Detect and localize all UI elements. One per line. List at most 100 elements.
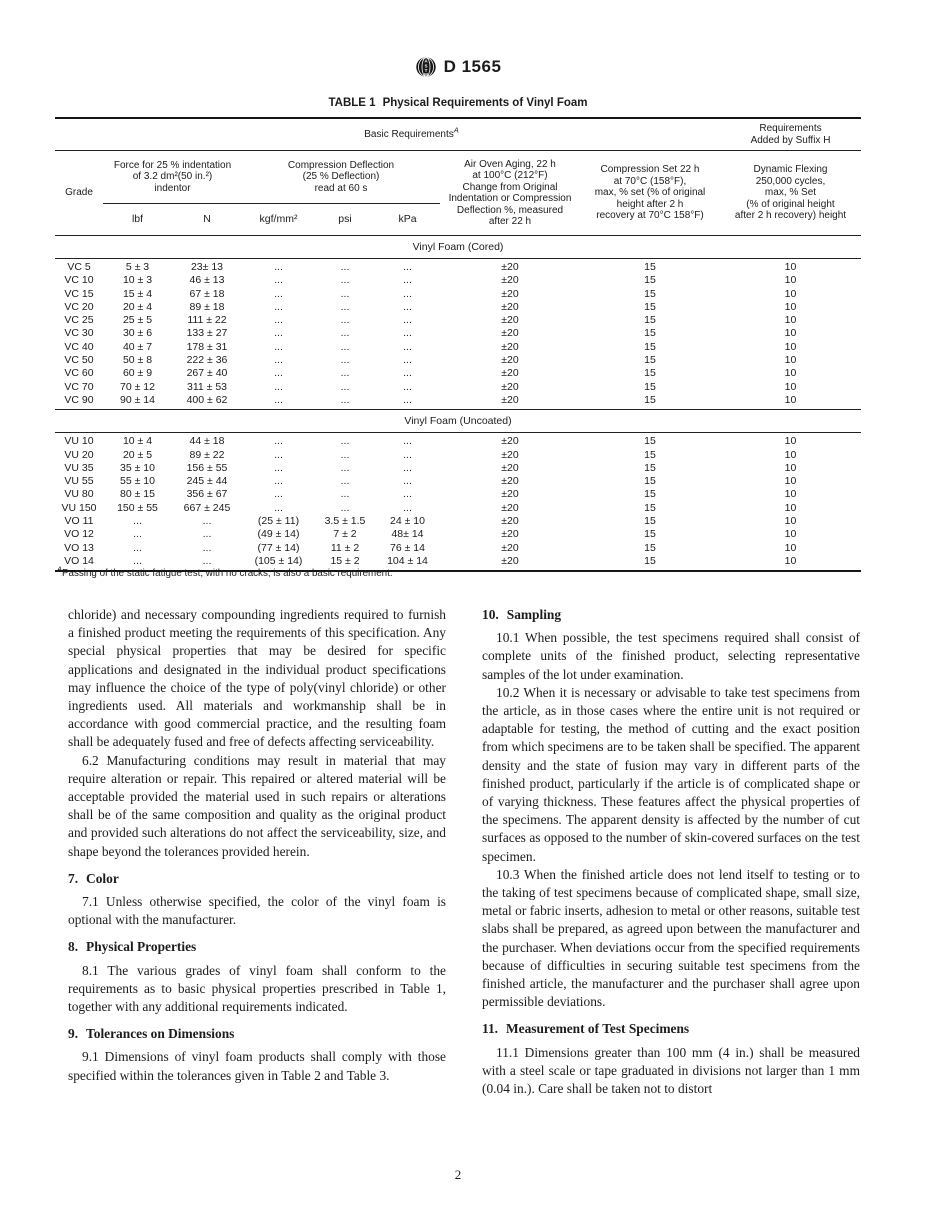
table-row: VC 30 30 ± 6 133 ± 27......... ±20 15 10 xyxy=(55,327,861,340)
table-cell: ... xyxy=(340,274,350,287)
table-cell: 24 ± 10 xyxy=(390,515,425,528)
table-cell: 10 ± 4 xyxy=(122,435,153,448)
table-cell: 23± 13 xyxy=(190,261,224,273)
table-cell: 10 xyxy=(784,380,797,393)
section-label: Vinyl Foam (Cored) xyxy=(55,235,861,259)
table-cell: ... xyxy=(340,327,350,340)
section-label-cored: Vinyl Foam (Cored) xyxy=(55,235,861,259)
svg-text:S: S xyxy=(424,63,427,68)
table-cell: VO 11 xyxy=(64,515,94,528)
table-cell: 15 xyxy=(644,367,656,380)
table-cell: ... xyxy=(274,274,283,287)
table-row: VC 10 10 ± 3 46 ± 13......... ±20 15 10 xyxy=(55,274,861,287)
table-cell: 15 ± 4 xyxy=(122,287,153,300)
table-cell: VO 13 xyxy=(64,541,94,554)
table-row: VC 40 40 ± 7 178 ± 31......... ±20 15 10 xyxy=(55,341,861,354)
table-cell: 67 ± 18 xyxy=(189,287,225,300)
table-cell: 15 xyxy=(644,300,656,313)
section-heading-text: Color xyxy=(86,870,119,886)
table-cell: VU 20 xyxy=(64,448,94,461)
table-title: TABLE 1 Physical Requirements of Vinyl Fo… xyxy=(55,97,861,109)
table-cell: 5 ± 3 xyxy=(125,261,150,273)
table-cell: ... xyxy=(133,528,142,541)
table-cell: 10 xyxy=(784,314,797,327)
table-cell: 10 ± 3 xyxy=(122,274,153,287)
table-cell: 356 ± 67 xyxy=(186,488,228,501)
table-cell: VC 25 xyxy=(64,314,94,327)
air-oven-column-header: Air Oven Aging, 22 h at 100°C (212°F) Ch… xyxy=(440,150,580,236)
table-cell: VC 50 xyxy=(64,354,94,367)
table-cell: VC 20 xyxy=(64,300,94,313)
section-label-row: Vinyl Foam (Cored) xyxy=(55,235,861,259)
table-cell: ... xyxy=(133,515,142,528)
table-cell: ... xyxy=(133,554,142,567)
table-cell: ... xyxy=(340,314,350,327)
table-row: VO 13...... (77 ± 14) 11 ± 2 76 ± 14 ±20 15 10 xyxy=(55,542,861,555)
table-cell: ±20 xyxy=(501,380,519,393)
table-cell: ... xyxy=(274,488,283,501)
table-cell: 311 ± 53 xyxy=(186,380,228,393)
table-cell: ±20 xyxy=(501,501,519,514)
table-cell: 15 xyxy=(644,541,656,554)
page-number: 2 xyxy=(454,1167,462,1182)
table-cell: 25 ± 5 xyxy=(122,314,153,327)
table-cell: (105 ± 14) xyxy=(254,554,303,567)
table-cell: 7 ± 2 xyxy=(333,528,357,541)
table-cell: 222 ± 36 xyxy=(186,354,228,367)
compression-group-header: Compression Deflection (25 % Deflection)… xyxy=(242,150,440,204)
paragraph: 10.3 When the finished article does not … xyxy=(482,866,860,1010)
table-cell: ... xyxy=(274,475,283,488)
table-cell: ... xyxy=(340,461,350,474)
table-cell: VC 30 xyxy=(64,327,94,340)
table-cell: ... xyxy=(403,354,412,367)
table-cell: VC 70 xyxy=(64,380,94,393)
table-title-label: TABLE 1 xyxy=(328,97,376,109)
table-cell: ... xyxy=(403,261,412,273)
compression-set-column-header: Compression Set 22 h at 70°C (158°F), ma… xyxy=(580,150,720,236)
table-head: Basic RequirementsA Requirements Added b… xyxy=(55,118,861,236)
subcol-kpa: kPa xyxy=(375,203,440,236)
basic-requirements-spanner: Basic RequirementsA xyxy=(103,118,720,151)
section-heading: 8. Physical Properties xyxy=(68,938,446,956)
dynamic-flexing-column-header: Dynamic Flexing 250,000 cycles, max, % S… xyxy=(720,150,861,236)
table-row: VC 25 25 ± 5 111 ± 22......... ±20 15 10 xyxy=(55,314,861,327)
table-cell: 15 xyxy=(644,461,656,474)
table-cell: 111 ± 22 xyxy=(187,314,227,327)
table-cell: 10 xyxy=(784,354,797,367)
table-cell: ... xyxy=(340,367,350,380)
table-cell: 156 ± 55 xyxy=(186,461,228,474)
table-cell: ... xyxy=(403,274,412,287)
table-cell: ... xyxy=(340,261,350,273)
table-cell: ... xyxy=(403,380,412,393)
table-cell: ... xyxy=(340,448,350,461)
table-row: VO 14...... (105 ± 14) 15 ± 2 104 ± 14 ±20 15… xyxy=(55,555,861,571)
table-cell: ±20 xyxy=(501,435,519,448)
table-cell: 15 xyxy=(644,528,656,541)
table-cell: ... xyxy=(340,287,350,300)
table-cell: VC 90 xyxy=(64,393,94,406)
table-cell: 44 ± 18 xyxy=(189,435,225,448)
section-number: 9. xyxy=(68,1026,79,1042)
table-row: VO 11...... (25 ± 11) 3.5 ± 1.5 24 ± 10 ±20 1… xyxy=(55,515,861,528)
table-cell: 267 ± 40 xyxy=(186,367,228,380)
table-cell: VU 55 xyxy=(64,475,94,488)
table-row: VU 10 10 ± 4 44 ± 18......... ±20 15 10 xyxy=(55,433,861,449)
svg-text:T: T xyxy=(424,68,427,73)
table-cell: 10 xyxy=(784,515,797,528)
table-cell: 10 xyxy=(784,261,797,273)
table-cell: 89 ± 18 xyxy=(189,300,225,313)
table-cell: 10 xyxy=(784,340,797,353)
table-cell: 15 xyxy=(644,287,656,300)
table-cell: 30 ± 6 xyxy=(122,327,153,340)
table-cell: ... xyxy=(403,461,412,474)
table-cell: VC 40 xyxy=(64,340,94,353)
table-cell: ... xyxy=(274,340,283,353)
table-cell: ... xyxy=(340,340,350,353)
footnote-marker: A xyxy=(453,125,459,135)
table-cell: 15 xyxy=(644,488,656,501)
section-number: 10. xyxy=(482,607,499,622)
table-cell: 15 xyxy=(644,340,656,353)
table-cell: ... xyxy=(403,340,412,353)
table-cell: 60 ± 9 xyxy=(122,367,153,380)
table-cell: ... xyxy=(403,448,412,461)
